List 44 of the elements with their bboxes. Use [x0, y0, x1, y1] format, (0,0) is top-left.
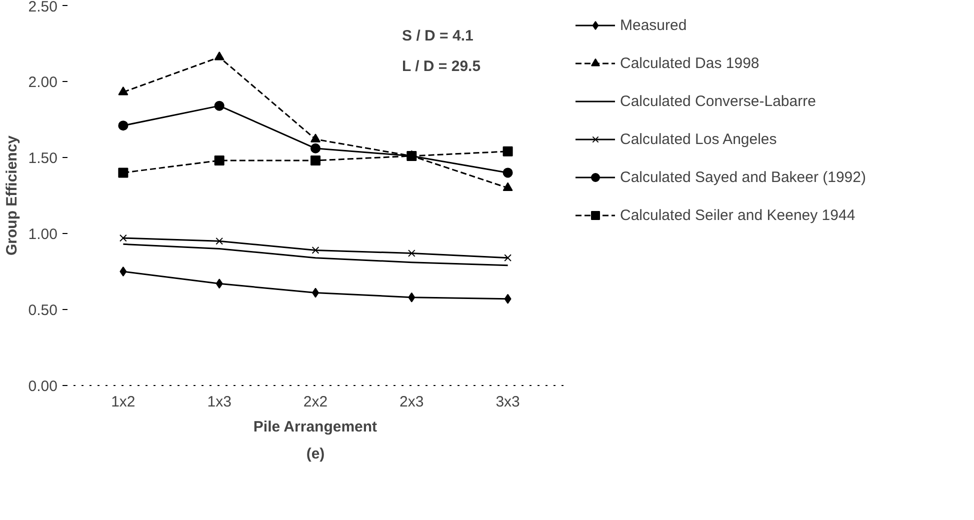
line-series	[122, 243, 509, 266]
legend-label: Calculated Das 1998	[620, 54, 760, 72]
legend-label: Calculated Converse-Labarre	[620, 92, 816, 110]
annotation: S / D = 4.1	[402, 27, 474, 44]
legend-label: Calculated Seiler and Keeney 1944	[620, 206, 856, 224]
annotation: L / D = 29.5	[402, 58, 481, 75]
point	[214, 156, 224, 166]
point	[408, 250, 416, 257]
x-tick-label: 3x3	[496, 394, 520, 410]
legend-label: Calculated Sayed and Bakeer (1992)	[620, 168, 866, 186]
y-axis-title: Group Efficiency	[3, 134, 20, 256]
point	[120, 266, 127, 276]
y-tick-label: 0.00	[28, 378, 58, 395]
point	[216, 278, 223, 289]
point	[118, 168, 128, 178]
point	[504, 254, 512, 262]
y-tick-label: 1.50	[28, 150, 58, 167]
point	[502, 168, 513, 178]
x-axis-title: Pile Arrangement	[253, 418, 378, 436]
point	[504, 294, 512, 304]
legend-label: Calculated Los Angeles	[620, 130, 777, 148]
y-tick-label: 0.50	[28, 302, 58, 319]
point	[310, 134, 320, 142]
x-tick-label: 1x2	[111, 394, 136, 410]
point	[310, 143, 320, 154]
point	[214, 100, 224, 111]
point	[216, 237, 224, 245]
y-tick-label: 2.00	[28, 74, 58, 91]
x-tick-label: 1x3	[207, 394, 232, 410]
text: (e)	[306, 446, 325, 462]
x-tick-label: 2x3	[400, 394, 424, 410]
point	[502, 182, 513, 191]
point	[312, 246, 320, 254]
x-tick-label: 2x2	[303, 394, 328, 410]
point	[118, 120, 128, 131]
y-tick-label: 1.00	[28, 226, 58, 243]
point	[120, 234, 127, 242]
point	[214, 51, 224, 60]
legend-label: Measured	[620, 16, 687, 34]
point	[502, 146, 513, 156]
point	[118, 86, 128, 96]
y-tick-label: 2.50	[28, 0, 58, 16]
point	[310, 156, 320, 166]
point	[408, 292, 416, 302]
